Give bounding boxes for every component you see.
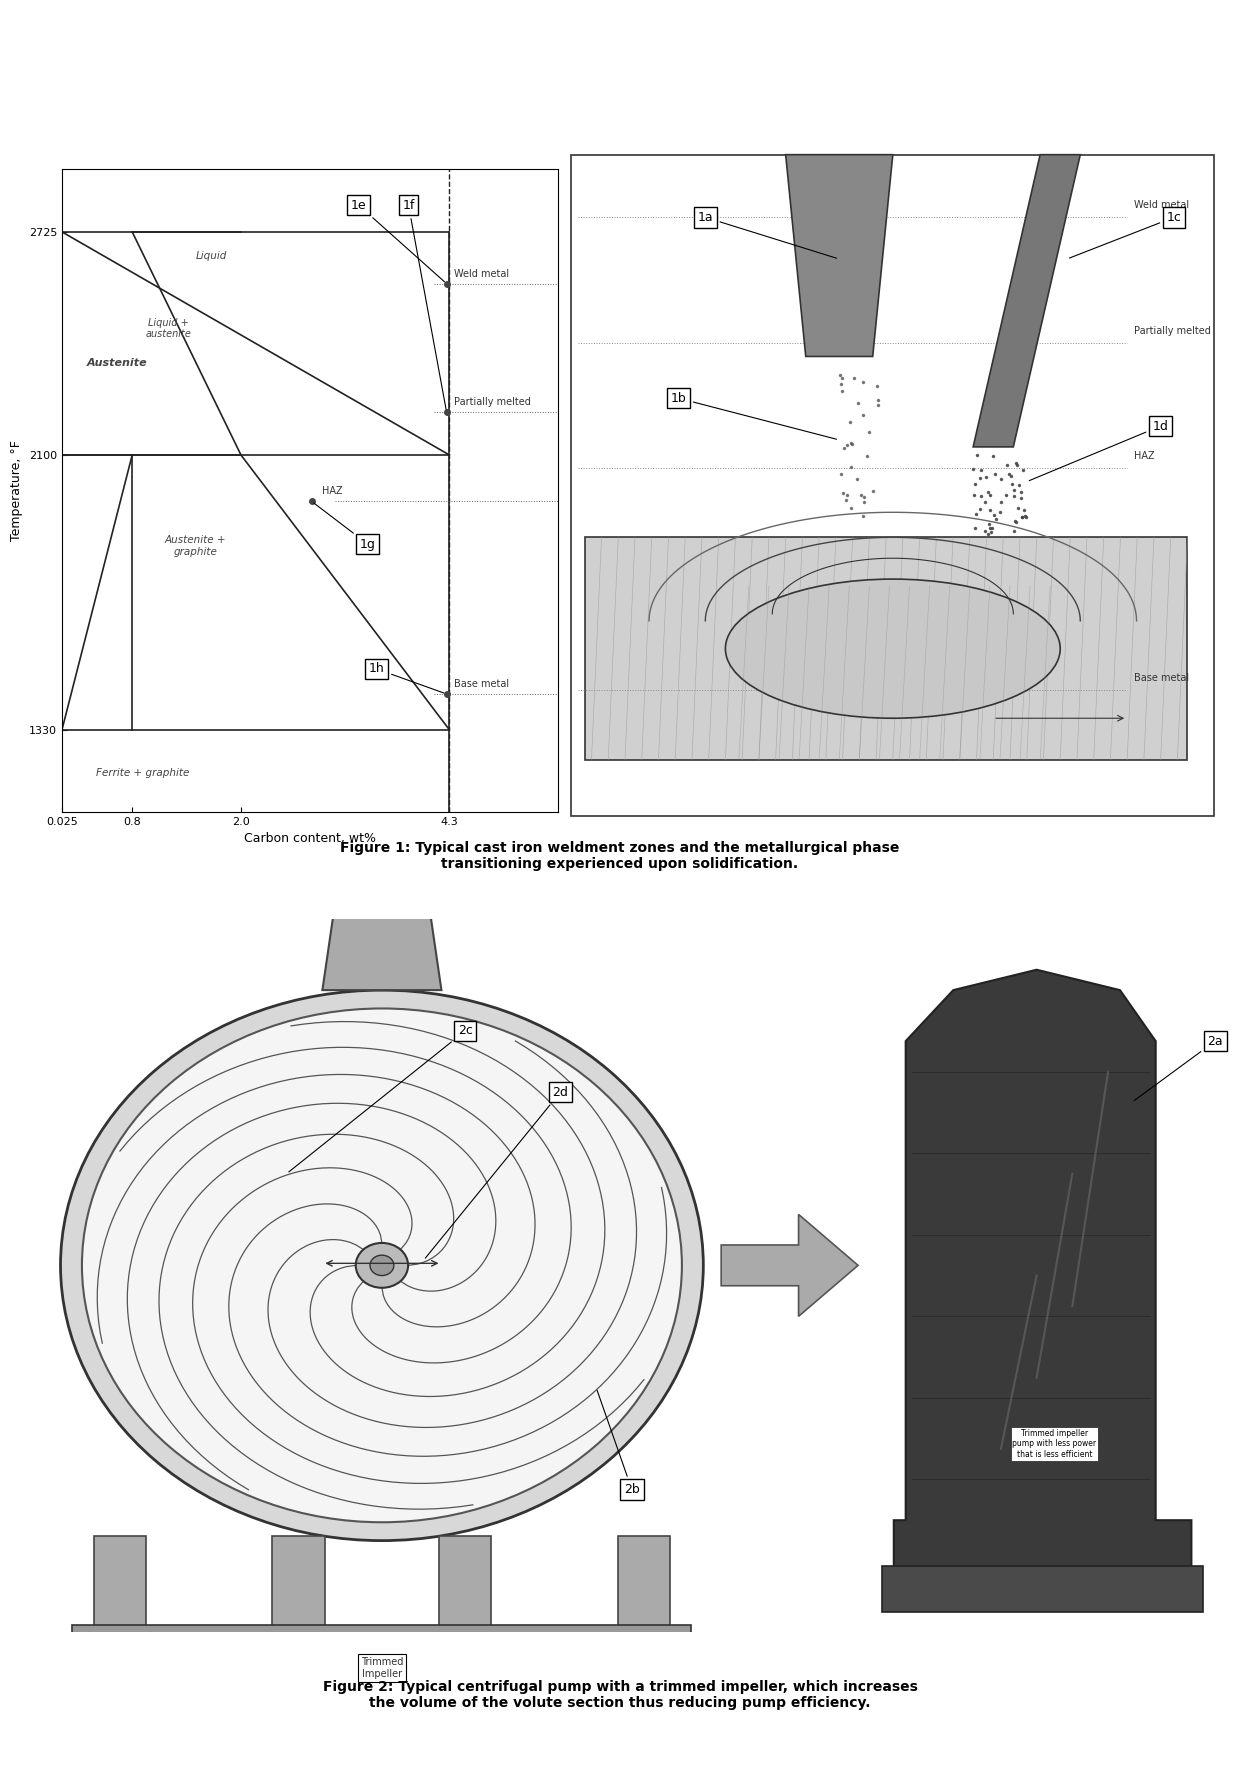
Text: Ferrite + graphite: Ferrite + graphite [95,769,190,778]
Text: 1b: 1b [671,392,837,439]
Polygon shape [973,155,1080,446]
FancyBboxPatch shape [572,155,1214,815]
FancyBboxPatch shape [585,537,1188,760]
Text: 2d: 2d [425,1085,568,1258]
Text: HAZ: HAZ [322,487,343,496]
Text: Trimmed
Impeller: Trimmed Impeller [361,1657,403,1679]
Circle shape [356,1243,408,1288]
Text: 1c: 1c [1069,211,1182,259]
Text: Base metal: Base metal [1133,673,1189,683]
Text: 1g: 1g [314,503,376,551]
FancyBboxPatch shape [618,1536,670,1632]
Text: 1e: 1e [351,198,444,282]
Text: Austenite +
graphite: Austenite + graphite [165,535,227,557]
Circle shape [370,1256,394,1276]
Text: 1h: 1h [370,662,444,692]
Text: 1d: 1d [1029,419,1168,480]
Y-axis label: Temperature, °F: Temperature, °F [10,441,24,541]
Text: 2c: 2c [289,1024,472,1172]
FancyBboxPatch shape [72,1625,692,1648]
Text: 1f: 1f [402,198,446,409]
Text: Figure 1: Typical cast iron weldment zones and the metallurgical phase
transitio: Figure 1: Typical cast iron weldment zon… [340,842,900,871]
Text: 2a: 2a [1135,1035,1223,1101]
Text: Base metal: Base metal [454,680,508,689]
FancyBboxPatch shape [316,858,448,878]
Text: Weld metal: Weld metal [1133,200,1189,211]
FancyBboxPatch shape [439,1536,491,1632]
Text: Partially melted: Partially melted [1133,325,1210,335]
Text: Liquid +
austenite: Liquid + austenite [145,318,191,339]
Text: Austenite: Austenite [87,359,148,368]
Text: Partially melted: Partially melted [454,398,531,407]
Text: Figure 2: Typical centrifugal pump with a trimmed impeller, which increases
the : Figure 2: Typical centrifugal pump with … [322,1681,918,1709]
Text: Liquid: Liquid [196,252,227,260]
Text: 1a: 1a [697,211,837,259]
FancyBboxPatch shape [94,1536,146,1632]
Circle shape [82,1008,682,1522]
X-axis label: Carbon content, wt%: Carbon content, wt% [244,831,376,846]
Circle shape [61,990,703,1541]
Polygon shape [882,1566,1203,1613]
FancyBboxPatch shape [273,1536,325,1632]
Text: 2b: 2b [598,1390,640,1497]
Polygon shape [786,155,893,357]
Polygon shape [322,867,441,990]
Text: Weld metal: Weld metal [454,269,508,278]
Polygon shape [894,970,1192,1572]
Text: HAZ: HAZ [1133,451,1154,460]
Ellipse shape [725,580,1060,719]
Text: Trimmed impeller
pump with less power
that is less efficient: Trimmed impeller pump with less power th… [1012,1429,1096,1459]
Polygon shape [722,1215,858,1317]
